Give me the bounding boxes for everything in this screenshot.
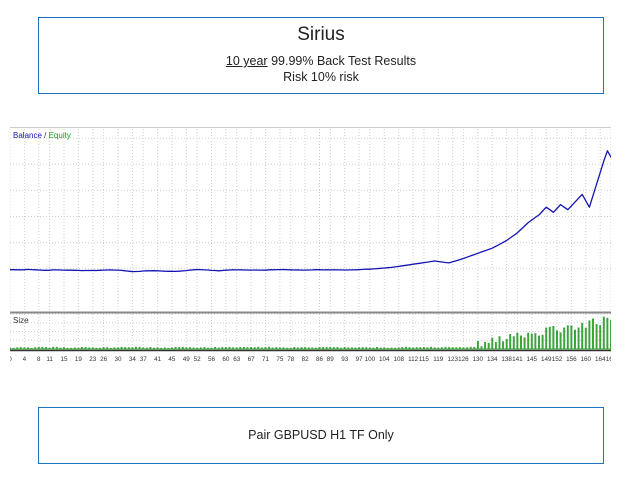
svg-text:156: 156 xyxy=(566,356,577,363)
svg-text:86: 86 xyxy=(316,356,324,363)
svg-text:11: 11 xyxy=(46,356,53,363)
svg-text:97: 97 xyxy=(356,356,364,363)
svg-text:126: 126 xyxy=(458,356,469,363)
svg-text:100: 100 xyxy=(365,356,376,363)
svg-text:145: 145 xyxy=(527,356,538,363)
svg-text:134: 134 xyxy=(487,356,498,363)
svg-text:56: 56 xyxy=(208,356,216,363)
svg-text:82: 82 xyxy=(302,356,310,363)
svg-text:52: 52 xyxy=(194,356,202,363)
svg-text:149: 149 xyxy=(541,356,552,363)
svg-text:141: 141 xyxy=(512,356,523,363)
svg-text:130: 130 xyxy=(473,356,484,363)
svg-text:Balance / Equity: Balance / Equity xyxy=(13,131,71,140)
svg-text:19: 19 xyxy=(75,356,83,363)
svg-text:78: 78 xyxy=(287,356,295,363)
svg-text:60: 60 xyxy=(222,356,230,363)
svg-text:115: 115 xyxy=(419,356,430,363)
svg-text:93: 93 xyxy=(341,356,349,363)
svg-text:23: 23 xyxy=(89,356,97,363)
svg-text:104: 104 xyxy=(379,356,390,363)
svg-text:34: 34 xyxy=(129,356,137,363)
svg-text:160: 160 xyxy=(581,356,592,363)
svg-text:89: 89 xyxy=(327,356,335,363)
svg-text:63: 63 xyxy=(233,356,241,363)
svg-text:41: 41 xyxy=(154,356,162,363)
svg-text:49: 49 xyxy=(183,356,191,363)
svg-text:45: 45 xyxy=(168,356,176,363)
svg-text:26: 26 xyxy=(100,356,108,363)
svg-text:37: 37 xyxy=(140,356,148,363)
svg-text:138: 138 xyxy=(501,356,512,363)
svg-text:112: 112 xyxy=(408,356,419,363)
svg-text:167: 167 xyxy=(606,356,611,363)
svg-text:30: 30 xyxy=(114,356,122,363)
svg-text:75: 75 xyxy=(276,356,284,363)
svg-text:119: 119 xyxy=(433,356,444,363)
svg-text:4: 4 xyxy=(23,356,27,363)
svg-text:67: 67 xyxy=(248,356,256,363)
svg-text:164: 164 xyxy=(595,356,606,363)
svg-text:8: 8 xyxy=(37,356,41,363)
svg-text:123: 123 xyxy=(447,356,458,363)
svg-text:152: 152 xyxy=(552,356,563,363)
svg-text:Size: Size xyxy=(13,316,29,325)
svg-text:108: 108 xyxy=(393,356,404,363)
svg-text:71: 71 xyxy=(262,356,270,363)
svg-text:15: 15 xyxy=(60,356,68,363)
svg-text:0: 0 xyxy=(10,356,12,363)
